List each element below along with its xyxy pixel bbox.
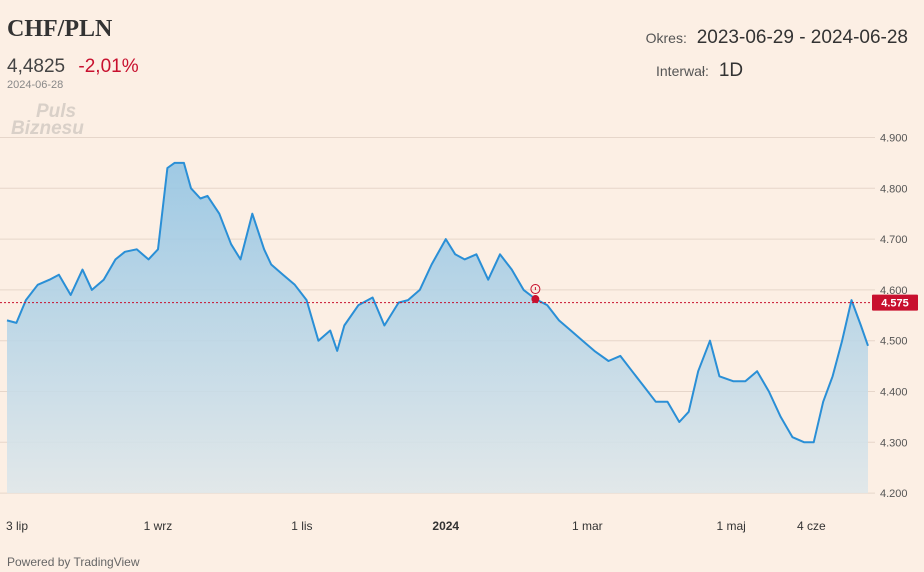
- price-chart[interactable]: 4.900 4.800 4.700 4.600 4.500 4.400 4.300 4.200…: [0, 0, 924, 550]
- y-tick-label: 4.800: [880, 183, 908, 195]
- area-fill: [7, 162, 868, 494]
- y-tick-label: 4.400: [880, 387, 908, 399]
- last-price: 4,4825: [7, 56, 66, 77]
- x-tick-label: 1 maj: [717, 519, 746, 533]
- event-dot: [531, 295, 540, 304]
- y-tick-label: 4.600: [880, 285, 908, 297]
- last-price-badge: [872, 294, 918, 311]
- x-tick-label: 1 wrz: [144, 519, 173, 533]
- markers: 4.575: [0, 284, 918, 311]
- x-tick-label: 2024: [432, 519, 459, 533]
- y-tick-label: 4.500: [880, 336, 908, 348]
- y-tick-label: 4.200: [880, 488, 908, 500]
- price-line: [6, 161, 869, 444]
- price-row: 4,4825 -2,01%: [7, 56, 139, 78]
- puls-biznesu-logo: Puls Biznesu: [11, 101, 84, 139]
- x-tick-label: 1 lis: [291, 519, 312, 533]
- area-fill-path: [7, 162, 868, 494]
- x-tick-label: 1 mar: [572, 519, 603, 533]
- last-price-label: 4.575: [881, 298, 909, 310]
- price-change: -2,01%: [78, 56, 139, 77]
- info-icon: [530, 284, 541, 295]
- chart-title: CHF/PLN: [7, 16, 113, 42]
- x-axis: 3 lip 1 wrz 1 lis 2024 1 mar 1 maj 4 cze: [6, 519, 826, 533]
- x-tick-label: 3 lip: [6, 519, 28, 533]
- y-tick-label: 4.300: [880, 437, 908, 449]
- period-value: 2023-06-29 - 2024-06-28: [696, 27, 908, 48]
- interval-label: Interwał:: [656, 63, 709, 79]
- x-tick-label: 4 cze: [797, 519, 826, 533]
- series-line: [6, 161, 869, 444]
- y-axis: 4.900 4.800 4.700 4.600 4.500 4.400 4.300 4.200: [880, 133, 908, 501]
- period-selector[interactable]: Okres: 2023-06-29 - 2024-06-28: [646, 27, 908, 49]
- powered-by[interactable]: Powered by TradingView: [7, 555, 140, 569]
- period-label: Okres:: [645, 30, 687, 46]
- price-date: 2024-06-28: [7, 79, 64, 91]
- interval-value: 1D: [718, 60, 744, 81]
- y-tick-label: 4.900: [880, 133, 908, 145]
- interval-selector[interactable]: Interwał: 1D: [656, 60, 743, 82]
- y-tick-label: 4.700: [880, 234, 908, 246]
